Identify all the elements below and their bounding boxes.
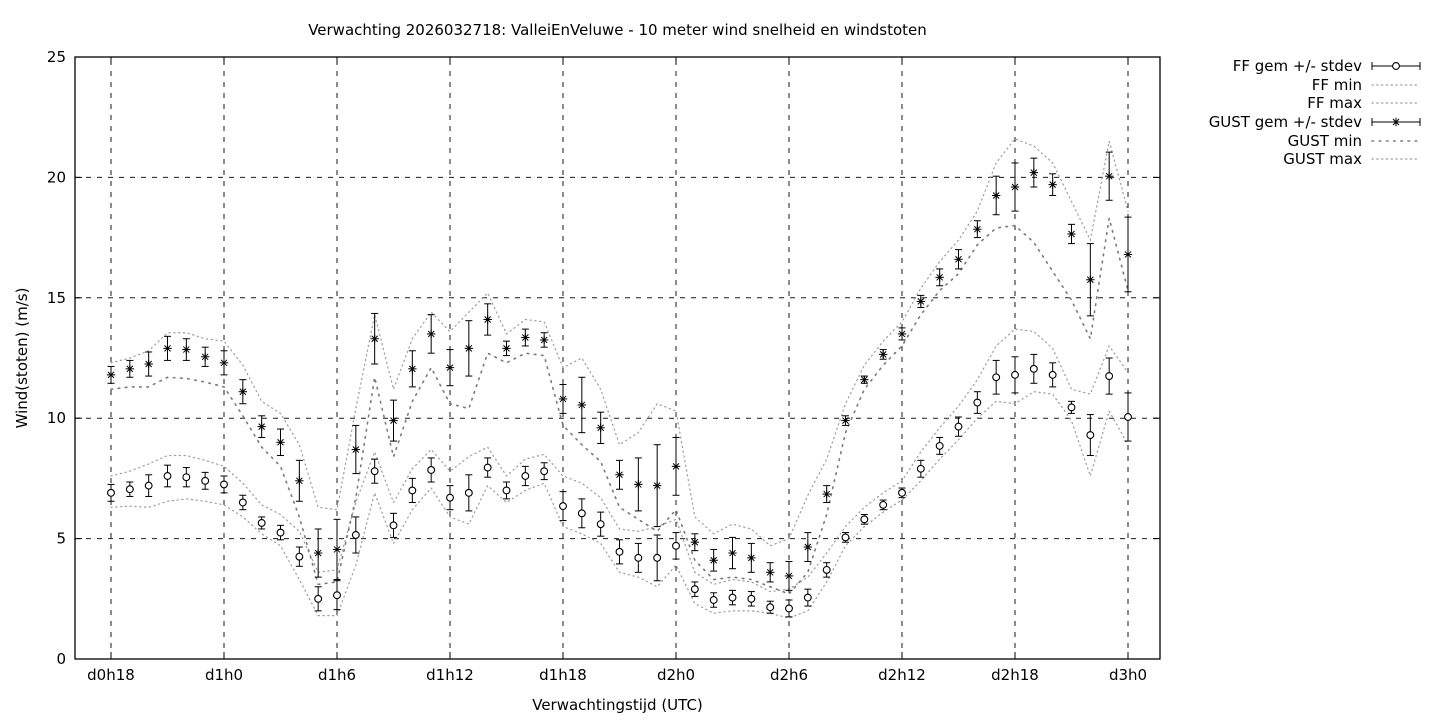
legend-label: GUST min (1287, 131, 1362, 150)
legend-item-gust-gem: GUST gem +/- stdev (1192, 113, 1422, 132)
svg-text:d2h0: d2h0 (657, 666, 695, 684)
svg-text:10: 10 (47, 409, 66, 427)
svg-text:d0h18: d0h18 (87, 666, 135, 684)
svg-text:d1h12: d1h12 (426, 666, 474, 684)
errorbar-asterisk-sample-icon (1371, 117, 1421, 127)
svg-text:25: 25 (47, 48, 66, 66)
svg-text:d3h0: d3h0 (1109, 666, 1147, 684)
svg-text:5: 5 (56, 530, 66, 548)
legend-label: FF max (1307, 94, 1362, 113)
svg-text:0: 0 (56, 650, 66, 668)
x-axis-label: Verwachtingstijd (UTC) (532, 696, 703, 714)
dotted-line-sample-icon (1371, 102, 1421, 105)
chart-title: Verwachting 2026032718: ValleiEnVeluwe -… (308, 21, 927, 39)
svg-text:d2h18: d2h18 (991, 666, 1039, 684)
dotted-line-sample-icon (1371, 84, 1421, 86)
svg-text:d2h12: d2h12 (878, 666, 926, 684)
svg-text:d1h0: d1h0 (205, 666, 243, 684)
errorbar-circle-sample-icon (1371, 62, 1421, 71)
svg-text:20: 20 (47, 168, 66, 186)
legend-item-ff-min: FF min (1192, 76, 1422, 95)
svg-text:d1h6: d1h6 (318, 666, 356, 684)
legend-item-ff-gem: FF gem +/- stdev (1192, 57, 1422, 76)
sparse-dotted-line-sample-icon (1371, 139, 1421, 142)
chart-legend: FF gem +/- stdev FF min FF max GUST gem … (1192, 57, 1422, 169)
legend-item-gust-min: GUST min (1192, 131, 1422, 150)
dotted-line-sample-icon (1371, 158, 1421, 160)
legend-item-ff-max: FF max (1192, 94, 1422, 113)
legend-item-gust-max: GUST max (1192, 150, 1422, 169)
svg-text:d2h6: d2h6 (770, 666, 808, 684)
legend-label: GUST max (1283, 150, 1362, 169)
svg-text:15: 15 (47, 289, 66, 307)
svg-text:d1h18: d1h18 (539, 666, 587, 684)
legend-label: FF min (1311, 75, 1362, 94)
legend-label: FF gem +/- stdev (1232, 57, 1362, 76)
legend-label: GUST gem +/- stdev (1208, 113, 1362, 132)
